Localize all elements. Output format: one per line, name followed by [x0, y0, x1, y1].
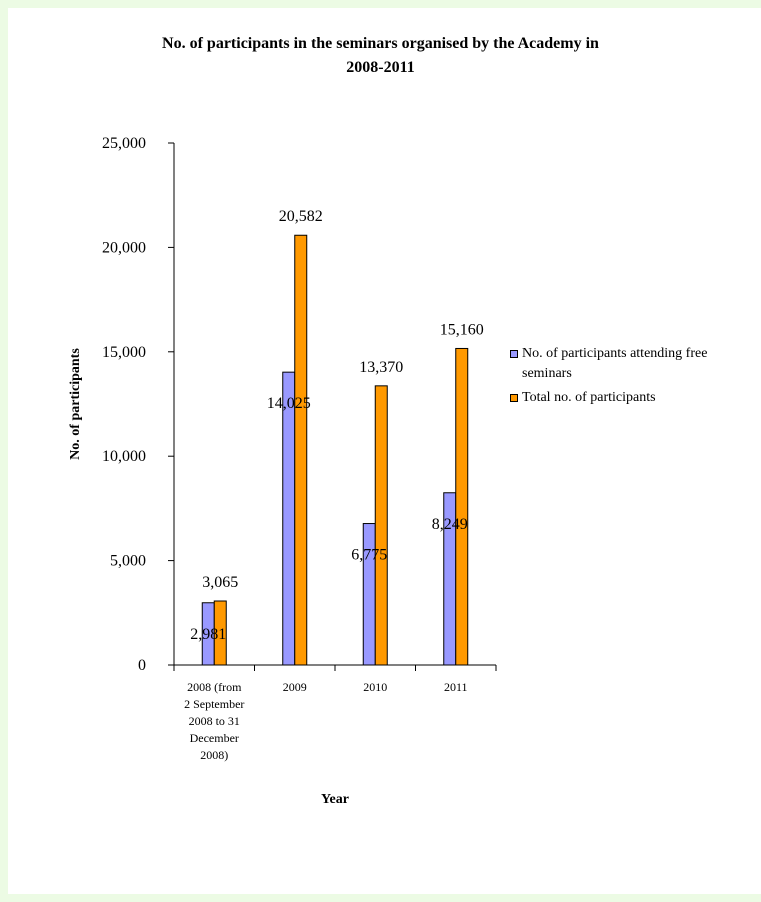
bar-total-participants: [213, 600, 227, 666]
y-tick-label: 0: [138, 657, 146, 674]
legend-label-total: Total no. of participants: [522, 390, 656, 405]
data-label-free: 2,981: [190, 626, 226, 643]
y-tick-label: 5,000: [110, 553, 146, 570]
x-axis-title: Year: [321, 792, 349, 807]
legend-label-free-line-1: No. of participants attending free: [522, 346, 708, 361]
legend-swatch-total: [510, 394, 518, 402]
legend-label-free-line-2: seminars: [522, 366, 572, 381]
legend-item-free: No. of participants attending free semin…: [510, 344, 761, 384]
x-tick-label-line: 2009: [282, 680, 307, 694]
chart-title-line-1: No. of participants in the seminars orga…: [162, 35, 599, 52]
legend-swatch-free: [510, 350, 518, 358]
x-tick-label: 2008 (from 2 September 2008 to 31 December 2…: [174, 679, 254, 764]
y-tick-label: 25,000: [102, 135, 146, 152]
data-label-free: 8,249: [432, 516, 468, 533]
bar-total-participants: [294, 234, 308, 666]
chart-title-line-2: 2008-2011: [346, 59, 415, 76]
x-tick-label-line: 2008 to 31: [188, 714, 240, 728]
x-tick-label-line: 2011: [443, 680, 468, 694]
data-label-total: 20,582: [279, 208, 323, 225]
data-label-free: 14,025: [267, 395, 311, 412]
x-tick-label-line: 2008 (from: [187, 680, 242, 694]
x-tick-label: 2009: [255, 679, 335, 696]
legend: No. of participants attending free semin…: [510, 344, 761, 412]
x-tick-label-line: 2010: [363, 680, 388, 694]
chart-title: No. of participants in the seminars orga…: [0, 32, 761, 80]
bar-total-participants: [374, 385, 388, 666]
x-tick-label: 2011: [416, 679, 496, 696]
x-tick-label: 2010: [335, 679, 415, 696]
y-tick-label: 10,000: [102, 448, 146, 465]
x-tick-label-line: December: [189, 731, 239, 745]
data-label-total: 13,370: [359, 359, 403, 376]
x-tick-label-line: 2008): [200, 748, 229, 762]
y-tick-label: 20,000: [102, 239, 146, 256]
legend-item-total: Total no. of participants: [510, 388, 761, 408]
y-tick-label: 15,000: [102, 344, 146, 361]
y-axis-title: No. of participants: [68, 348, 83, 460]
bar-total-participants: [455, 347, 469, 666]
data-label-total: 15,160: [440, 321, 484, 338]
bar-free-participants: [282, 371, 296, 666]
data-label-free: 6,775: [351, 547, 387, 564]
data-label-total: 3,065: [202, 574, 238, 591]
bar-free-participants: [362, 523, 376, 666]
x-tick-label-line: 2 September: [184, 697, 245, 711]
